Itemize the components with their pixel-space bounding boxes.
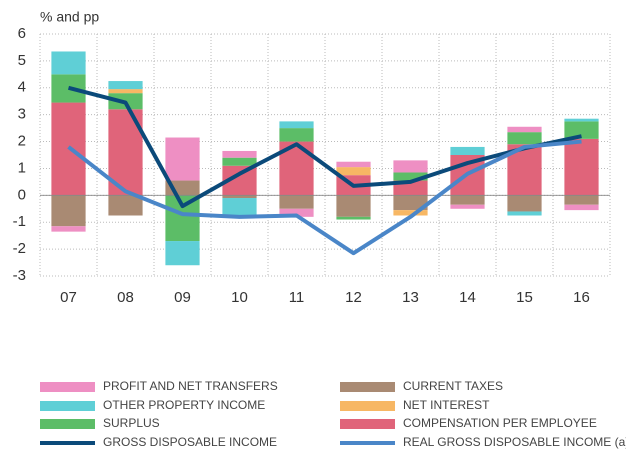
y-tick-label: 6 [18,25,26,42]
bar-segment [393,195,428,211]
legend-swatch [40,419,95,429]
y-tick-label: 2 [18,133,26,150]
x-tick-label: 13 [402,289,419,306]
bar-segment [564,118,599,122]
bar-segment [222,157,257,166]
bar-segment [222,198,257,217]
bar-segment [336,216,371,220]
legend-label: GROSS DISPOSABLE INCOME [103,435,277,449]
legend-swatch [340,401,395,411]
x-tick-label: 16 [573,289,590,306]
legend-swatch [40,382,95,392]
x-tick-label: 14 [459,289,476,306]
y-tick-label: -1 [13,213,26,230]
bar-segment [51,226,86,232]
bar-segment [336,161,371,168]
legend-swatch [340,419,395,429]
bar-segment [165,137,200,181]
legend-label: OTHER PROPERTY INCOME [103,398,265,412]
x-tick-label: 10 [231,289,248,306]
bar-segment [222,195,257,199]
legend-label: NET INTEREST [403,398,490,412]
y-tick-label: 3 [18,106,26,123]
y-tick-label: 4 [18,79,26,96]
bar-segment [450,195,485,205]
bar-segment [507,126,542,133]
x-tick-label: 08 [117,289,134,306]
x-tick-label: 09 [174,289,191,306]
legend-label: REAL GROSS DISPOSABLE INCOME (a) [403,435,626,449]
legend-swatch [40,401,95,411]
axis-unit: % and pp [40,9,99,25]
y-tick-label: 1 [18,159,26,176]
line-series [67,85,582,209]
bar-segment [108,89,143,94]
legend-label: PROFIT AND NET TRANSFERS [103,379,278,393]
bar-segment [393,210,428,216]
x-tick-label: 11 [289,289,305,306]
legend-label: COMPENSATION PER EMPLOYEE [403,416,597,430]
bar-segment [51,51,86,75]
bar-segment [336,167,371,176]
legend-label: SURPLUS [103,416,160,430]
bar-segment [507,195,542,212]
x-tick-label: 12 [345,289,362,306]
bar-segment [564,121,599,139]
bar-segment [279,208,314,217]
y-tick-label: 0 [18,186,26,203]
y-tick-label: -3 [13,267,26,284]
bar-segment [450,146,485,155]
bar-segment [564,204,599,211]
legend-label: CURRENT TAXES [403,379,503,393]
bar-segment [51,195,86,227]
y-tick-label: -2 [13,240,26,257]
bar-segment [108,195,143,216]
legend-swatch [340,382,395,392]
bar-segment [564,138,599,196]
bar-segment [393,172,428,181]
bar-segment [507,132,542,145]
bar-segment [450,204,485,209]
bar-segment [507,211,542,216]
bar-segment [336,195,371,217]
bar-segment [165,241,200,266]
x-tick-label: 15 [516,289,533,306]
x-tick-label: 07 [60,289,77,306]
y-tick-label: 5 [18,52,26,69]
bar-segment [393,160,428,173]
bar-segment [108,81,143,90]
bar-segment [279,195,314,209]
bar-segment [279,128,314,142]
bar-segment [564,195,599,205]
bar-segment [279,121,314,129]
bar-segment [222,150,257,158]
line-series [67,139,582,256]
